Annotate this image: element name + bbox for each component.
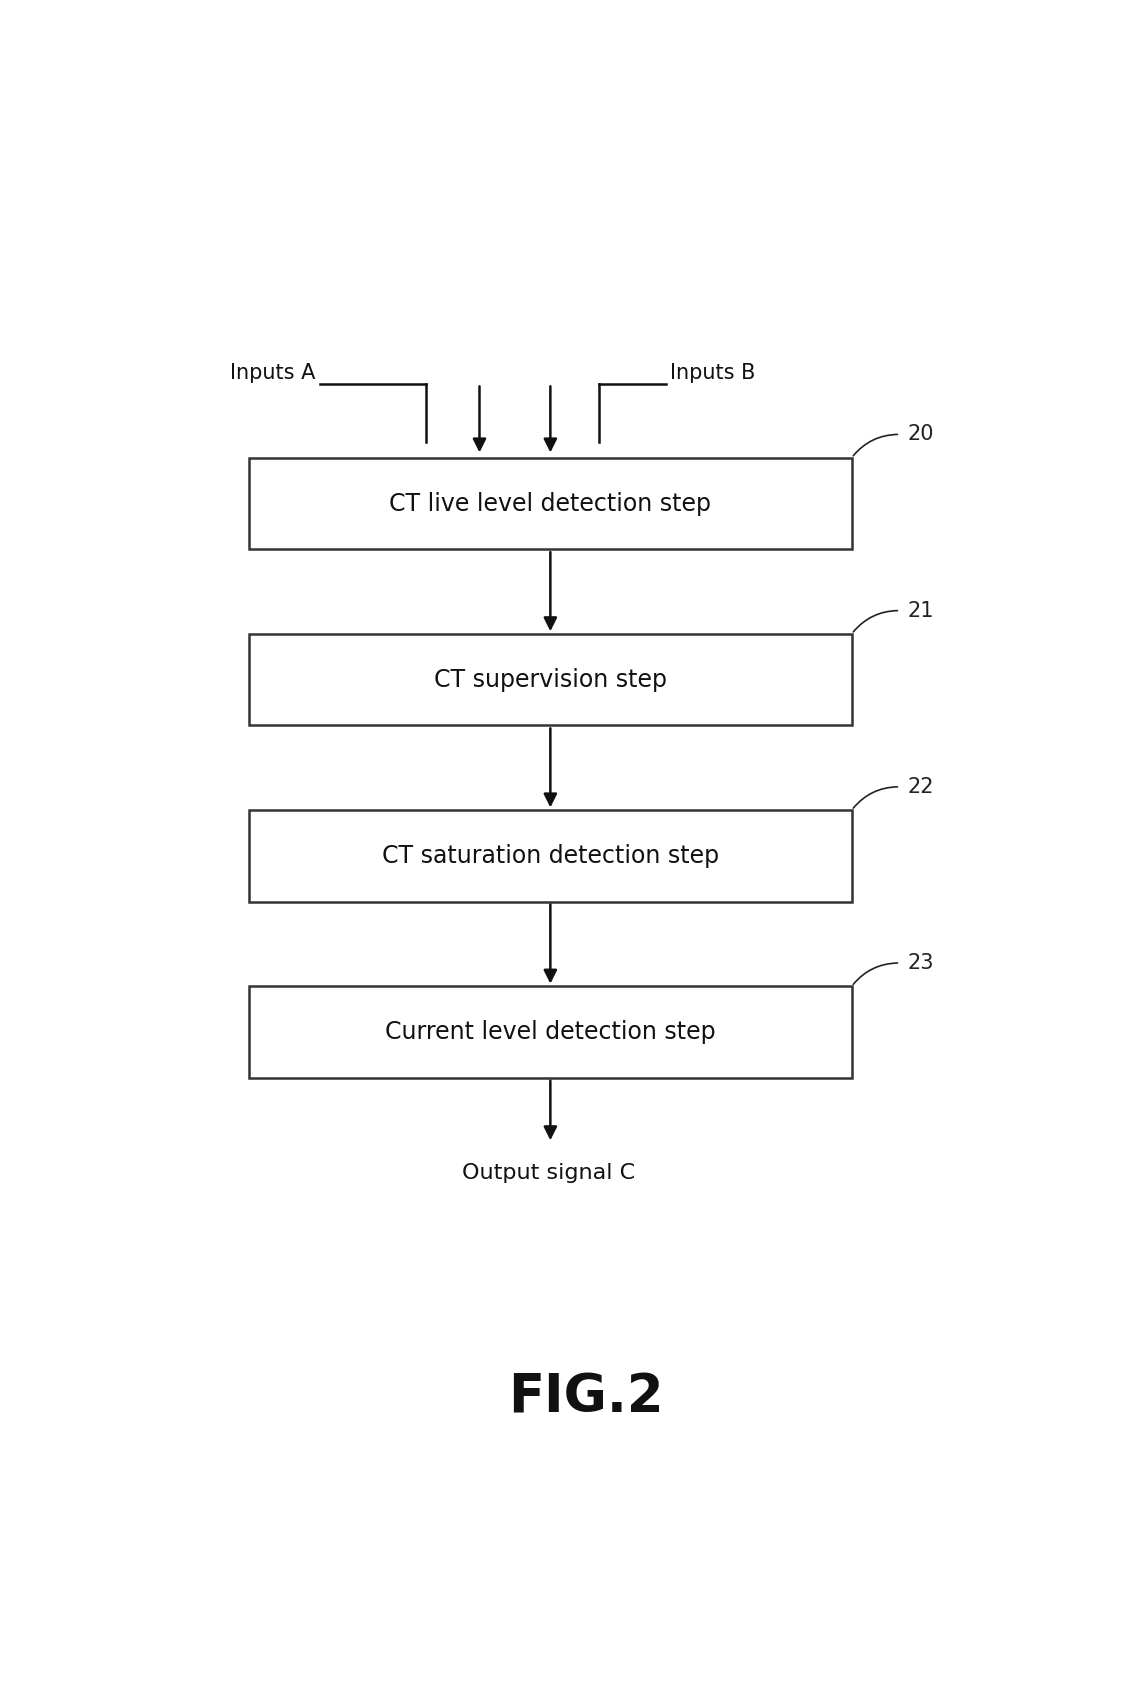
Text: CT live level detection step: CT live level detection step [390,492,711,515]
Text: Current level detection step: Current level detection step [385,1020,716,1044]
Text: Output signal C: Output signal C [462,1163,634,1183]
Bar [249,634,852,725]
Text: 23: 23 [908,953,934,973]
Text: 20: 20 [908,424,934,444]
Text: FIG.2: FIG.2 [507,1371,664,1424]
Text: Inputs B: Inputs B [670,363,756,383]
Text: 22: 22 [908,776,934,797]
Text: 21: 21 [908,600,934,620]
Bar [249,458,852,549]
Bar [249,986,852,1078]
Bar [249,810,852,902]
Text: CT saturation detection step: CT saturation detection step [382,844,719,868]
Text: CT supervision step: CT supervision step [434,668,666,692]
Text: Inputs A: Inputs A [230,363,315,383]
